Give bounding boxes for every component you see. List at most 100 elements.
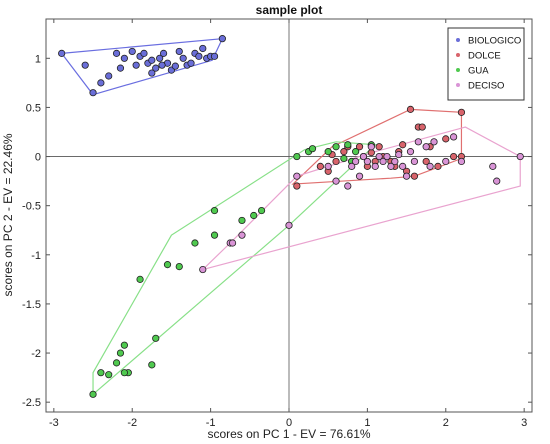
point-gua xyxy=(210,206,219,215)
point-deciso xyxy=(344,182,352,190)
point-deciso xyxy=(383,152,391,161)
chart-title: sample plot xyxy=(256,3,323,17)
x-tick-label: -3 xyxy=(49,417,59,429)
point-biologico xyxy=(128,47,136,56)
point-dolce xyxy=(410,172,419,180)
x-tick-label: 2 xyxy=(443,417,449,429)
point-dolce xyxy=(422,157,430,166)
x-tick-label: 0 xyxy=(286,417,292,429)
point-gua xyxy=(120,341,128,349)
point-biologico xyxy=(179,54,187,62)
hull-dolce xyxy=(291,108,463,185)
point-gua xyxy=(97,369,105,377)
point-biologico xyxy=(81,61,89,69)
point-biologico xyxy=(89,89,97,97)
point-biologico xyxy=(97,79,105,87)
legend-marker xyxy=(456,38,460,42)
point-dolce xyxy=(367,149,375,157)
point-deciso xyxy=(406,148,415,156)
point-deciso xyxy=(457,157,466,166)
y-axis-title: scores on PC 2 - EV = 22.46% xyxy=(1,133,15,296)
point-gua xyxy=(105,371,113,379)
point-biologico xyxy=(187,59,195,67)
point-gua xyxy=(175,262,183,271)
point-deciso xyxy=(430,138,438,146)
point-dolce xyxy=(450,152,458,161)
point-biologico xyxy=(218,35,226,43)
y-tick-label: -2.5 xyxy=(22,397,41,409)
y-tick-label: -0.5 xyxy=(22,201,41,213)
point-gua xyxy=(250,211,258,220)
hull-biologico xyxy=(60,37,224,96)
legend-marker xyxy=(456,68,460,72)
point-deciso xyxy=(395,150,403,159)
point-biologico xyxy=(116,64,125,72)
legend-label: BIOLOGICO xyxy=(468,36,521,47)
point-gua xyxy=(238,216,246,225)
y-tick-label: -1.5 xyxy=(22,299,41,311)
hull-gua xyxy=(92,141,377,396)
point-gua xyxy=(308,145,317,153)
point-deciso xyxy=(199,265,207,274)
point-gua xyxy=(191,239,199,247)
point-dolce xyxy=(293,182,301,190)
x-ticks: -3 -2 -1 0 1 2 3 xyxy=(49,19,527,429)
point-dolce xyxy=(442,135,450,143)
legend-marker xyxy=(456,53,460,57)
point-biologico xyxy=(175,47,183,56)
point-dolce xyxy=(434,162,442,170)
point-biologico xyxy=(132,61,140,69)
legend-label: DECISO xyxy=(468,81,504,92)
legend: BIOLOGICO DOLCE GUA DECISO xyxy=(447,27,525,101)
point-deciso xyxy=(367,143,375,151)
legend-label: GUA xyxy=(468,66,489,77)
point-deciso xyxy=(375,152,383,161)
point-deciso xyxy=(493,177,501,185)
point-dolce xyxy=(457,108,466,116)
point-gua xyxy=(257,206,266,215)
legend-marker xyxy=(456,83,460,87)
y-tick-label: 1 xyxy=(35,53,41,65)
point-biologico xyxy=(210,52,219,60)
point-deciso xyxy=(399,162,407,170)
point-biologico xyxy=(195,52,203,60)
point-gua xyxy=(136,275,144,283)
x-tick-label: -1 xyxy=(206,417,216,429)
point-dolce xyxy=(406,105,415,113)
point-deciso xyxy=(489,162,497,170)
point-biologico xyxy=(156,54,164,62)
point-dolce xyxy=(355,143,364,151)
point-deciso xyxy=(228,239,237,247)
point-deciso xyxy=(359,152,368,161)
point-deciso xyxy=(355,172,364,180)
point-gua xyxy=(293,152,301,161)
legend-box xyxy=(447,27,525,101)
point-gua xyxy=(344,141,352,149)
point-biologico xyxy=(159,49,168,57)
point-gua xyxy=(340,154,348,163)
point-gua xyxy=(152,334,160,342)
series-points xyxy=(58,35,524,398)
point-deciso xyxy=(332,177,340,185)
point-gua xyxy=(148,361,156,369)
y-tick-label: 0 xyxy=(35,152,41,164)
point-gua xyxy=(324,148,332,156)
point-biologico xyxy=(158,61,166,69)
point-deciso xyxy=(391,157,399,166)
point-deciso xyxy=(410,157,419,166)
point-biologico xyxy=(58,49,66,57)
point-biologico xyxy=(171,62,179,70)
point-deciso xyxy=(426,162,434,170)
y-tick-label: -2 xyxy=(31,348,41,360)
point-biologico xyxy=(148,56,156,64)
point-deciso xyxy=(371,162,379,170)
y-tick-label: -1 xyxy=(31,250,41,262)
point-dolce xyxy=(399,141,407,149)
x-tick-label: 1 xyxy=(364,417,370,429)
point-deciso xyxy=(379,157,387,166)
point-deciso xyxy=(402,172,411,180)
legend-label: DOLCE xyxy=(468,51,501,62)
point-dolce xyxy=(332,157,340,166)
point-biologico xyxy=(105,72,113,80)
